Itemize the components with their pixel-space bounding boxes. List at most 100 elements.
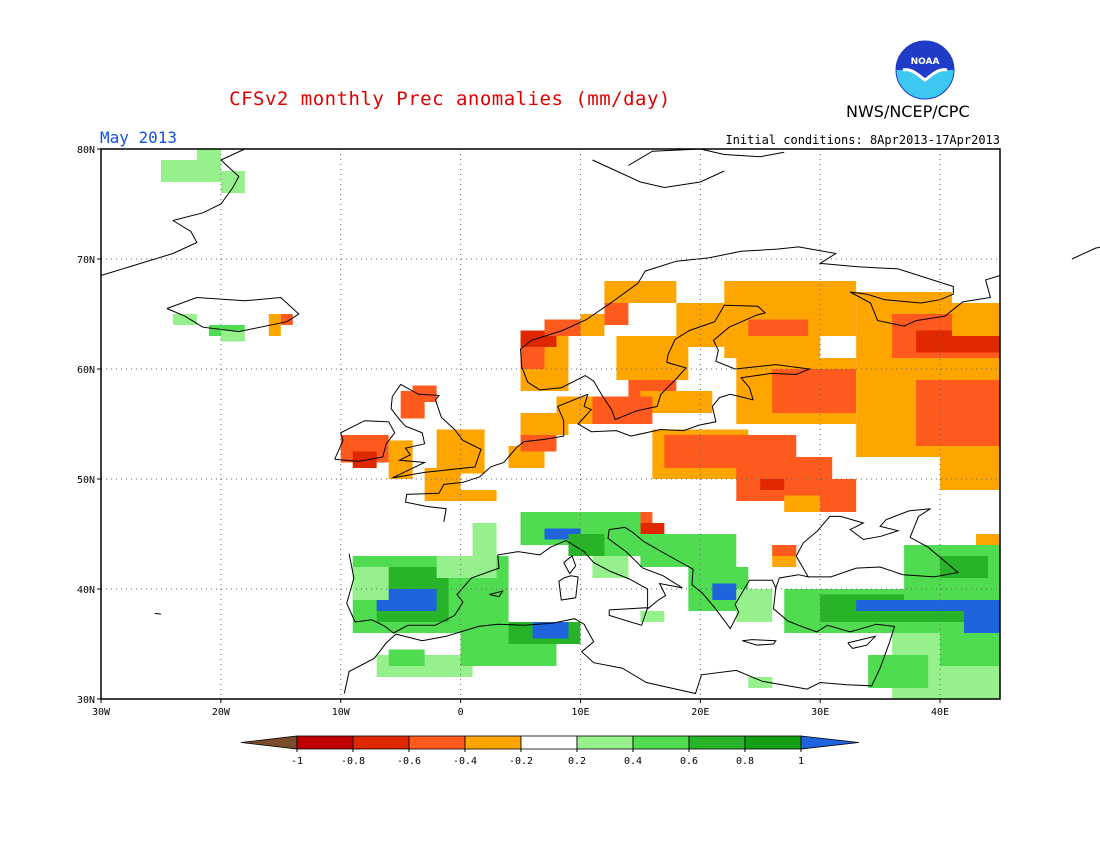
colorbar-bin	[576, 735, 634, 750]
colorbar-label: 0.4	[624, 756, 642, 767]
island-outline	[608, 607, 649, 626]
anomaly-cell	[952, 303, 1000, 336]
anomaly-cell	[268, 314, 281, 336]
island-outline	[489, 590, 504, 598]
lat-tick-label: 70N	[77, 255, 95, 266]
anomaly-cell	[784, 495, 821, 512]
coastline	[390, 383, 482, 479]
chart-title-text: CFSv2 monthly Prec anomalies (mm/day)	[229, 88, 671, 110]
lat-tick-label: 40N	[77, 585, 95, 596]
coastline	[592, 159, 725, 189]
coastline	[404, 246, 1001, 522]
lat-tick-label: 80N	[77, 145, 95, 156]
island-outline	[742, 639, 777, 646]
lon-tick-label: 0	[458, 707, 464, 718]
anomaly-cell	[868, 655, 929, 688]
anomaly-cell	[640, 611, 665, 622]
latitude-axis: 30N 40N 50N 60N 70N 80N	[77, 145, 101, 706]
colorbar-label: -0.2	[509, 756, 533, 767]
coastline	[100, 220, 198, 276]
lat-tick-label: 60N	[77, 365, 95, 376]
colorbar-label: -0.4	[453, 756, 477, 767]
longitude-axis: 30W 20W 10W 0 10E 20E 30E 40E	[92, 699, 949, 718]
anomaly-cell	[580, 314, 605, 336]
coastline	[343, 587, 896, 695]
lon-tick-label: 10W	[332, 707, 351, 718]
lon-tick-label: 20E	[691, 707, 709, 718]
anomaly-cell	[424, 490, 497, 501]
colorbar-bin	[352, 735, 410, 750]
chart-title: CFSv2 monthly Prec anomalies (mm/day)	[0, 88, 1100, 110]
lon-tick-label: 30W	[92, 707, 111, 718]
colorbar-bin	[520, 735, 578, 750]
coastline	[628, 148, 785, 166]
colorbar-high-arrow	[800, 735, 860, 750]
anomaly-cell	[604, 281, 677, 303]
lat-tick-label: 50N	[77, 475, 95, 486]
anomaly-cell	[736, 589, 773, 622]
anomaly-cell	[196, 149, 221, 160]
coastline	[334, 420, 396, 462]
lon-tick-label: 40E	[931, 707, 949, 718]
anomaly-cell	[352, 567, 389, 600]
island-outline	[154, 612, 161, 615]
anomaly-cell	[940, 556, 989, 578]
colorbar-bin	[296, 735, 354, 750]
anomaly-cell	[520, 435, 557, 452]
anomaly-cell	[940, 633, 1000, 666]
anomaly-cell	[592, 396, 653, 424]
anomaly-cell	[604, 303, 629, 325]
anomaly-cell	[544, 319, 581, 336]
anomaly-cell	[772, 369, 857, 413]
anomaly-cell	[520, 347, 545, 369]
map-frame	[100, 148, 1001, 700]
anomaly-cell	[964, 600, 1000, 633]
coastline	[346, 508, 960, 634]
lon-tick-label: 30E	[811, 707, 829, 718]
anomaly-cell	[172, 314, 197, 325]
anomaly-cell	[820, 479, 857, 512]
lat-tick-label: 30N	[77, 695, 95, 706]
lon-tick-label: 20W	[212, 707, 231, 718]
colorbar-bin	[408, 735, 466, 750]
anomaly-cell	[436, 429, 485, 474]
anomaly-cell	[640, 391, 713, 413]
anomaly-cell	[808, 281, 857, 336]
anomaly-cell	[712, 583, 737, 600]
anomaly-cell	[592, 556, 629, 578]
anomaly-cell	[388, 649, 425, 666]
anomaly-cell	[220, 330, 245, 342]
anomaly-cell	[532, 622, 569, 639]
colorbar-low-arrow	[240, 735, 298, 750]
colorbar-label: -1	[291, 756, 303, 767]
anomaly-cell	[280, 314, 293, 325]
colorbar-label: -0.8	[341, 756, 365, 767]
anomaly-cell	[940, 446, 1000, 490]
noaa-logo: NOAA	[895, 40, 955, 100]
colorbar-label: 0.8	[736, 756, 754, 767]
anomaly-cell	[856, 600, 965, 611]
colorbar-bin	[632, 735, 690, 750]
anomaly-cell	[220, 171, 245, 193]
anomaly-cell	[760, 479, 785, 490]
anomaly-cell	[520, 413, 569, 435]
coastlines	[100, 148, 1100, 695]
noaa-logo-text: NOAA	[911, 57, 940, 67]
colorbar-bin	[464, 735, 522, 750]
lat-lon-grid	[101, 149, 1000, 699]
noaa-logo-graphic: NOAA	[895, 40, 955, 100]
anomaly-cell	[244, 325, 269, 336]
anomaly-cell	[748, 319, 809, 336]
anomaly-cell	[640, 534, 737, 567]
colorbar-label: 0.6	[680, 756, 698, 767]
lon-tick-label: 10E	[571, 707, 589, 718]
anomaly-cell	[412, 385, 437, 402]
island-outline	[563, 555, 577, 575]
forecast-period: May 2013	[100, 128, 178, 147]
agency-label: NWS/NCEP/CPC	[846, 102, 970, 121]
colorbar-bin	[688, 735, 746, 750]
anomaly-cell	[472, 523, 497, 567]
anomaly-cell	[772, 545, 797, 556]
anomaly-cell	[748, 677, 773, 688]
